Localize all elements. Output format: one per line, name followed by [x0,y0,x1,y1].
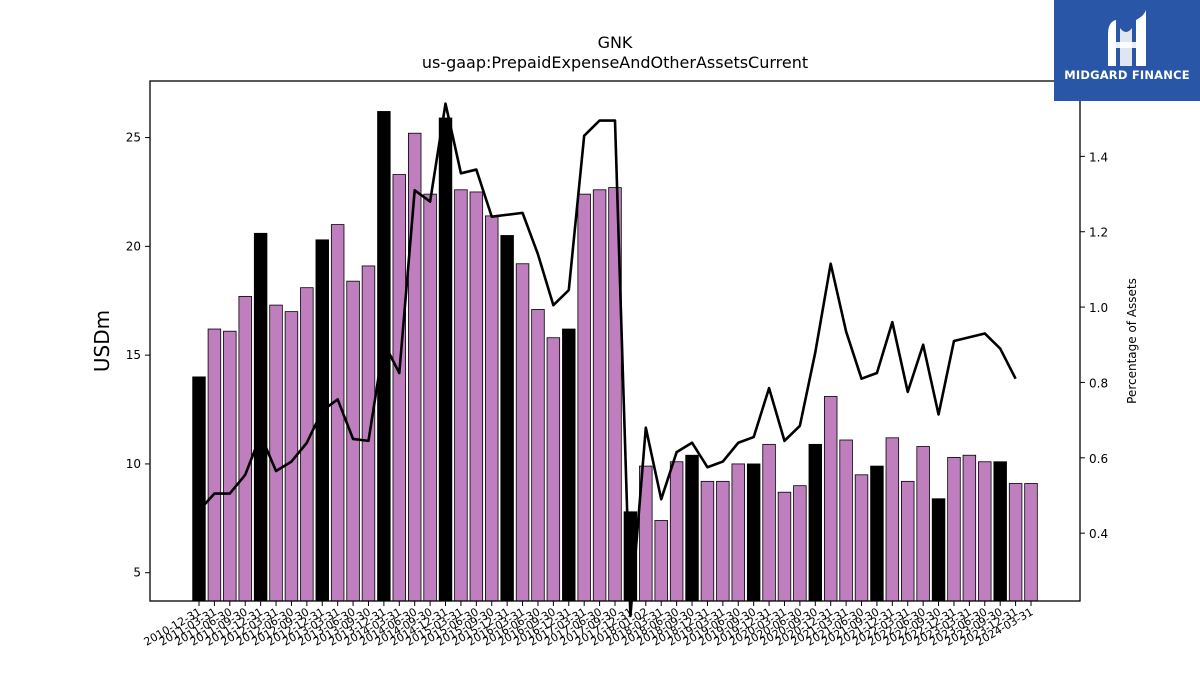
line-series [198,102,1017,618]
x-axis: 2010-12-312011-03-312011-06-302011-09-30… [142,601,1036,649]
bar-2020-09-30 [808,443,823,602]
bar-2019-12-31 [762,443,776,602]
bar-2016-06-30 [531,309,545,602]
bar-2023-09-30 [993,461,1007,602]
logo-text: MIDGARD FINANCE [1064,68,1190,82]
bar-2016-03-31 [515,263,530,602]
bar-2021-06-30 [854,474,869,602]
bar-2015-12-31 [500,235,514,602]
bar-2013-12-31 [377,111,391,602]
bar-2022-06-30 [916,446,930,602]
y-axis-right: 0.4 0.6 0.8 1.0 1.2 1.4 [1080,150,1108,541]
bar-2024-03-31 [1024,483,1038,602]
bar-2015-06-30 [469,191,484,602]
y2-tick-label: 0.8 [1089,376,1108,390]
bar-2021-09-30 [870,465,884,602]
bar-2015-09-30 [485,215,499,602]
bar-2022-12-31 [947,456,961,602]
y-tick-label: 20 [126,239,141,253]
bar-2018-09-30 [685,454,699,602]
bar-2011-03-31 [207,328,222,602]
bar-2019-09-30 [746,463,761,602]
bar-2015-03-31 [454,189,468,602]
y2-tick-label: 0.6 [1089,452,1108,466]
bar-2012-03-31 [269,304,283,602]
bar-2019-03-31 [716,480,730,602]
y2-axis-label: Percentage of Assets [1125,278,1139,404]
bar-2018-03-31 [654,520,668,602]
bar-2011-12-31 [253,232,268,602]
bar-2023-03-31 [962,454,977,602]
y-axis-label: USDm [90,310,114,372]
y-tick-label: 10 [126,457,141,471]
bar-2016-09-30 [546,337,561,602]
bar-2017-06-30 [592,189,607,602]
bar-2010-12-31 [192,376,206,602]
bar-2014-12-31 [438,117,453,602]
bar-2023-06-30 [978,461,992,602]
bar-2018-12-31 [700,480,715,602]
bar-2020-06-30 [793,485,807,602]
bar-2013-06-30 [346,280,360,602]
y2-tick-label: 1.2 [1089,226,1108,240]
y-tick-label: 15 [126,348,141,362]
bar-2019-06-30 [731,463,745,602]
chart-subtitle: us-gaap:PrepaidExpenseAndOtherAssetsCurr… [422,53,808,72]
y2-tick-label: 1.4 [1089,150,1108,164]
bar-2014-03-31 [392,174,407,602]
bar-2022-09-30 [931,498,946,602]
bar-2016-12-31 [562,328,576,602]
bar-2023-12-31 [1008,483,1023,602]
bar-2020-12-31 [823,396,838,602]
bar-2018-06-30 [669,461,684,602]
bar-2020-03-31 [777,491,792,602]
midgard-logo-mark-icon [1108,10,1146,66]
y2-tick-label: 1.0 [1089,301,1108,315]
y-tick-label: 5 [133,566,141,580]
y-axis-left: 5 10 15 20 25 [126,131,150,580]
bar-2017-03-31 [577,193,591,602]
bar-2014-09-30 [423,193,437,602]
chart-title: GNK [598,33,633,52]
bar-2021-12-31 [885,437,900,602]
percentage-line [198,102,1017,618]
bar-2021-03-31 [839,439,853,602]
y-tick-label: 25 [126,131,141,145]
bar-series [192,111,1038,602]
y2-tick-label: 0.4 [1089,527,1108,541]
midgard-finance-logo: MIDGARD FINANCE [1054,0,1200,101]
bar-2022-03-31 [901,480,915,602]
bar-2011-06-30 [223,330,237,602]
bar-2011-09-30 [238,295,252,602]
